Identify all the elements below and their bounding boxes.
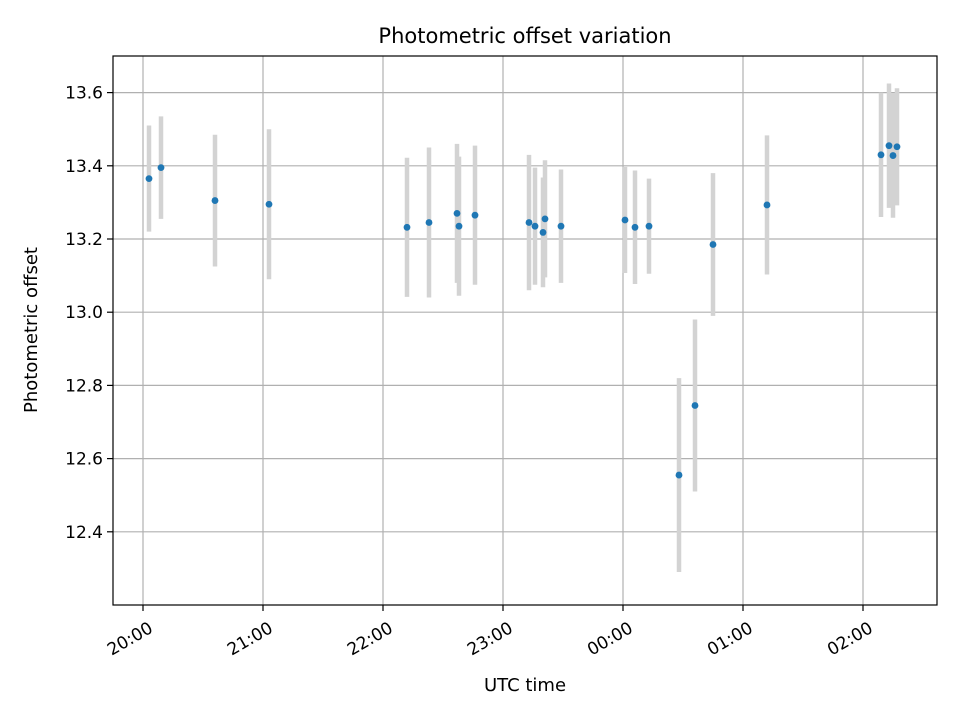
- data-point: [266, 201, 273, 208]
- x-axis-label: UTC time: [484, 675, 566, 696]
- data-point: [710, 241, 717, 248]
- data-point: [404, 224, 411, 231]
- data-point: [692, 402, 699, 409]
- figure-background: [0, 0, 960, 720]
- y-axis-label: Photometric offset: [21, 247, 42, 413]
- data-point: [426, 219, 433, 226]
- data-point: [632, 224, 639, 231]
- data-point: [542, 215, 549, 222]
- y-tick-label: 13.4: [65, 157, 103, 177]
- data-point: [526, 219, 533, 226]
- data-point: [532, 223, 539, 230]
- data-point: [158, 164, 165, 171]
- data-point: [886, 142, 893, 149]
- data-point: [558, 223, 565, 230]
- y-tick-label: 13.2: [65, 230, 103, 250]
- y-tick-label: 12.8: [65, 376, 103, 396]
- y-tick-label: 13.0: [65, 303, 103, 323]
- y-tick-label: 12.4: [65, 523, 103, 543]
- y-tick-label: 13.6: [65, 84, 103, 104]
- chart-title: Photometric offset variation: [378, 24, 671, 48]
- chart: 20:00 21:00 22:00 23:00 00:00 01:00 02:00 12.4…: [0, 0, 960, 720]
- data-point: [540, 229, 547, 236]
- data-point: [894, 143, 901, 150]
- data-point: [212, 197, 219, 204]
- data-point: [646, 223, 653, 230]
- data-point: [764, 202, 771, 209]
- data-point: [456, 223, 463, 230]
- data-point: [146, 175, 153, 182]
- data-point: [454, 210, 461, 217]
- data-point: [622, 217, 629, 224]
- y-tick-label: 12.6: [65, 450, 103, 470]
- data-point: [890, 152, 897, 159]
- data-point: [878, 151, 885, 158]
- data-point: [472, 212, 479, 219]
- data-point: [676, 472, 683, 479]
